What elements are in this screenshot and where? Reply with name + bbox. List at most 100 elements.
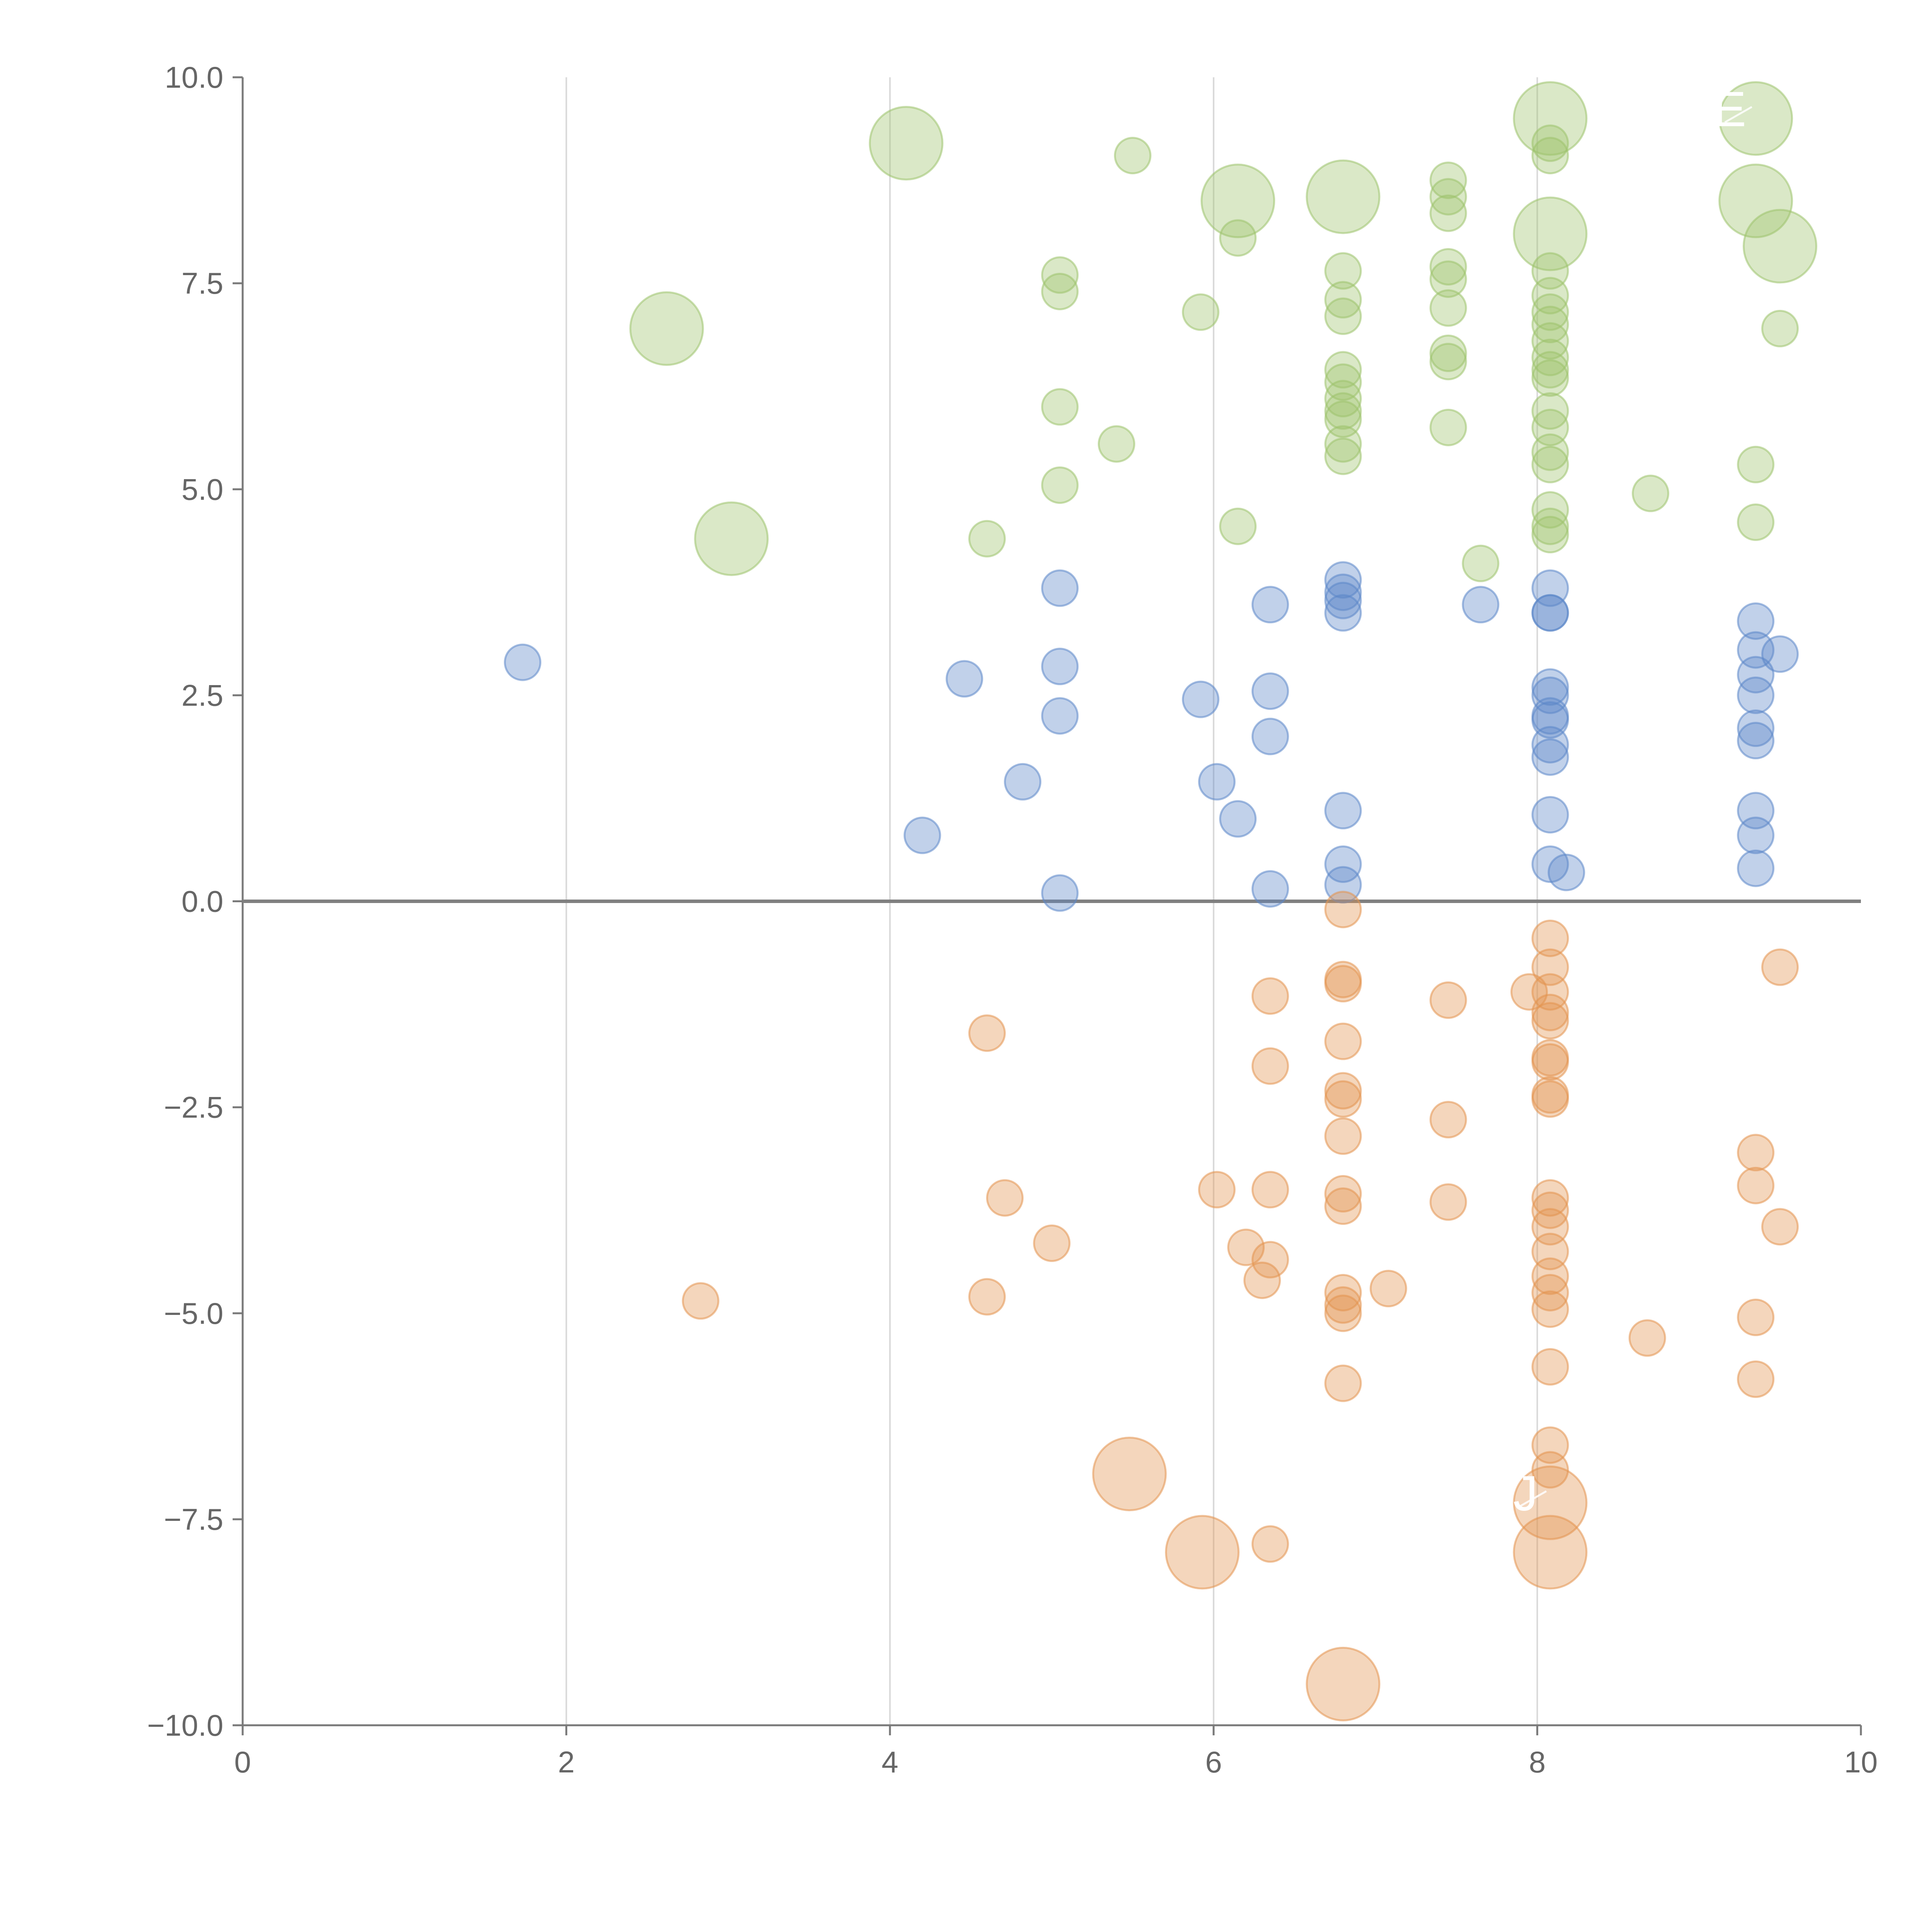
orange-bubble xyxy=(1429,1101,1467,1139)
orange-bubble xyxy=(986,1179,1024,1217)
y-tick-label: −2.5 xyxy=(164,1090,223,1124)
y-tick-label: −10.0 xyxy=(147,1708,223,1742)
blue-bubble xyxy=(1531,738,1569,776)
orange-bubble xyxy=(1513,1515,1588,1590)
green-bubble xyxy=(1531,516,1569,554)
blue-bubble xyxy=(504,643,542,681)
orange-bubble xyxy=(1737,1360,1775,1398)
annotation-layer: SE RJ xyxy=(1478,82,1753,1521)
orange-bubble xyxy=(1737,1298,1775,1336)
blue-bubble xyxy=(1531,726,1569,764)
orange-bubble xyxy=(1092,1437,1167,1512)
green-bubble xyxy=(1737,446,1775,483)
green-bubble xyxy=(1531,392,1569,430)
annotation-leader-line xyxy=(1519,1490,1547,1508)
blue-bubble xyxy=(1324,582,1362,619)
green-bubble xyxy=(1219,219,1257,257)
blue-bubble xyxy=(1531,668,1569,706)
green-bubble xyxy=(1041,256,1079,294)
y-tick-label: 5.0 xyxy=(182,472,223,506)
x-tick-label: 4 xyxy=(882,1745,898,1779)
green-bubble xyxy=(1429,343,1467,381)
blue-bubble xyxy=(1041,648,1079,685)
x-tick-label: 8 xyxy=(1529,1745,1546,1779)
green-bubble xyxy=(1531,446,1569,483)
green-bubble xyxy=(1429,408,1467,446)
orange-bubble xyxy=(1531,973,1569,1011)
axis-layer: 10.0 7.5 5.0 2.5 0.0 −2.5 −5.0 −7.5 −10.0 0 2 4 6 8 10 xyxy=(147,60,1878,1779)
green-bubble xyxy=(1429,178,1467,216)
y-tick-label: 2.5 xyxy=(182,678,223,712)
green-bubble xyxy=(1098,425,1136,463)
green-bubble xyxy=(1324,252,1362,290)
y-tick-label: 10.0 xyxy=(165,60,223,94)
blue-bubble xyxy=(1737,722,1775,760)
annotation-leader-line xyxy=(1724,106,1753,123)
x-tick-label: 2 xyxy=(558,1745,575,1779)
orange-bubble xyxy=(1251,1047,1289,1085)
blue-bubble xyxy=(1251,672,1289,710)
orange-bubble xyxy=(1531,1348,1569,1386)
orange-bubble xyxy=(1628,1319,1666,1357)
green-bubble xyxy=(1718,163,1793,238)
orange-bubble xyxy=(1531,1043,1569,1081)
y-tick-label: −7.5 xyxy=(164,1502,223,1536)
green-bubble xyxy=(1513,81,1588,156)
green-bubble xyxy=(1324,392,1362,430)
green-bubble xyxy=(1219,507,1257,545)
green-bubble xyxy=(1324,425,1362,463)
blue-bubble xyxy=(1251,586,1289,624)
green-bubble xyxy=(1531,124,1569,162)
orange-bubble xyxy=(1531,919,1569,957)
green-bubble xyxy=(1324,351,1362,389)
orange-bubble xyxy=(1251,1171,1289,1209)
bubble-annotation-label: RJ xyxy=(1478,1466,1538,1521)
green-bubble xyxy=(1531,433,1569,471)
green-bubble xyxy=(1429,162,1467,199)
green-bubble xyxy=(1429,260,1467,298)
green-bubble xyxy=(1737,503,1775,541)
blue-bubble xyxy=(1324,573,1362,611)
green-bubble xyxy=(1531,293,1569,331)
green-bubble xyxy=(968,520,1006,558)
blue-bubble xyxy=(1041,569,1079,607)
orange-bubble xyxy=(1531,1179,1569,1217)
green-bubble xyxy=(1429,194,1467,232)
green-bubble xyxy=(1531,306,1569,344)
orange-bubble xyxy=(1531,993,1569,1031)
blue-bubble xyxy=(1462,586,1500,624)
green-bubble xyxy=(1531,322,1569,360)
orange-bubble xyxy=(1324,965,1362,1003)
x-tick-label: 6 xyxy=(1205,1745,1222,1779)
blue-bubble xyxy=(1737,849,1775,887)
blue-bubble xyxy=(1251,718,1289,755)
orange-bubble xyxy=(1531,1290,1569,1328)
orange-bubble xyxy=(1531,1080,1569,1118)
orange-bubble xyxy=(1324,1175,1362,1213)
bubble-annotation-label: SE xyxy=(1680,82,1746,137)
blue-bubble xyxy=(1251,870,1289,908)
blue-bubble xyxy=(1737,709,1775,747)
blue-bubble xyxy=(1531,594,1569,632)
green-bubble xyxy=(1513,196,1588,271)
blue-bubble xyxy=(1531,796,1569,834)
orange-bubble xyxy=(1531,1451,1569,1489)
orange-bubble xyxy=(1251,1241,1289,1279)
blue-bubble xyxy=(903,816,941,854)
blue-bubble xyxy=(1182,680,1219,718)
orange-bubble xyxy=(968,1278,1006,1316)
orange-bubble xyxy=(1324,1364,1362,1402)
orange-bubble xyxy=(1531,1002,1569,1040)
x-tick-label: 0 xyxy=(234,1745,251,1779)
orange-bubble xyxy=(1165,1515,1240,1590)
green-bubble xyxy=(1324,363,1362,401)
green-bubble xyxy=(869,106,944,181)
blue-bubble xyxy=(1041,697,1079,735)
orange-bubble xyxy=(1429,1183,1467,1221)
orange-bubble xyxy=(1324,1294,1362,1332)
green-bubble xyxy=(1041,388,1079,426)
orange-bubble xyxy=(1324,1187,1362,1225)
orange-bubble xyxy=(1429,981,1467,1019)
orange-bubble xyxy=(1531,1191,1569,1229)
